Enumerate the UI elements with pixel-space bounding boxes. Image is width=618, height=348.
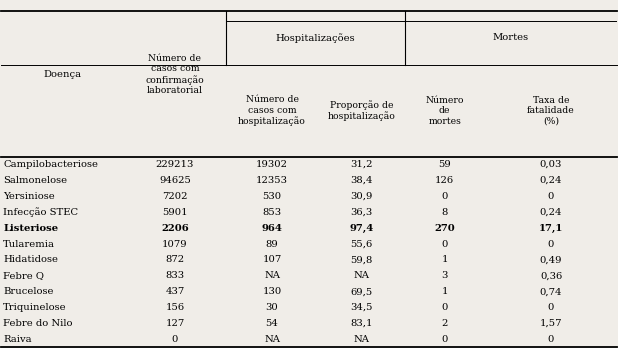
Text: 964: 964 bbox=[261, 224, 282, 233]
Text: 0: 0 bbox=[441, 303, 448, 312]
Text: 69,5: 69,5 bbox=[350, 287, 373, 296]
Text: 270: 270 bbox=[434, 224, 455, 233]
Text: 0,74: 0,74 bbox=[540, 287, 562, 296]
Text: 17,1: 17,1 bbox=[539, 224, 563, 233]
Text: 0: 0 bbox=[548, 239, 554, 248]
Text: 437: 437 bbox=[165, 287, 185, 296]
Text: 1079: 1079 bbox=[162, 239, 188, 248]
Text: 1: 1 bbox=[441, 287, 448, 296]
Text: Taxa de
fatalidade
(%): Taxa de fatalidade (%) bbox=[527, 96, 575, 126]
Text: Infecção STEC: Infecção STEC bbox=[3, 207, 78, 217]
Text: Campilobacteriose: Campilobacteriose bbox=[3, 160, 98, 169]
Text: Febre do Nilo: Febre do Nilo bbox=[3, 319, 73, 328]
Text: 0: 0 bbox=[548, 303, 554, 312]
Text: 7202: 7202 bbox=[162, 192, 188, 201]
Text: 59,8: 59,8 bbox=[350, 255, 373, 264]
Text: Yersiniose: Yersiniose bbox=[3, 192, 55, 201]
Text: 0,36: 0,36 bbox=[540, 271, 562, 280]
Text: NA: NA bbox=[353, 335, 370, 344]
Text: 107: 107 bbox=[263, 255, 282, 264]
Text: 55,6: 55,6 bbox=[350, 239, 373, 248]
Text: 1,57: 1,57 bbox=[540, 319, 562, 328]
Text: 30,9: 30,9 bbox=[350, 192, 373, 201]
Text: Doença: Doença bbox=[43, 70, 82, 79]
Text: 1: 1 bbox=[441, 255, 448, 264]
Text: 97,4: 97,4 bbox=[349, 224, 373, 233]
Text: 34,5: 34,5 bbox=[350, 303, 373, 312]
Text: Listeriose: Listeriose bbox=[3, 224, 58, 233]
Text: 0,03: 0,03 bbox=[540, 160, 562, 169]
Text: 127: 127 bbox=[165, 319, 185, 328]
Text: Hospitalizações: Hospitalizações bbox=[276, 33, 355, 43]
Text: 0,49: 0,49 bbox=[540, 255, 562, 264]
Text: 30: 30 bbox=[266, 303, 278, 312]
Text: Raiva: Raiva bbox=[3, 335, 32, 344]
Text: 12353: 12353 bbox=[256, 176, 288, 185]
Text: 94625: 94625 bbox=[159, 176, 191, 185]
Text: Número de
casos com
confirmação
laboratorial: Número de casos com confirmação laborato… bbox=[145, 54, 205, 95]
Text: 853: 853 bbox=[263, 208, 282, 217]
Text: 530: 530 bbox=[263, 192, 282, 201]
Text: 5901: 5901 bbox=[162, 208, 188, 217]
Text: Brucelose: Brucelose bbox=[3, 287, 54, 296]
Text: 19302: 19302 bbox=[256, 160, 288, 169]
Text: Salmonelose: Salmonelose bbox=[3, 176, 67, 185]
Text: 31,2: 31,2 bbox=[350, 160, 373, 169]
Text: 0: 0 bbox=[441, 192, 448, 201]
Text: 8: 8 bbox=[441, 208, 448, 217]
Text: 229213: 229213 bbox=[156, 160, 194, 169]
Text: 0,24: 0,24 bbox=[540, 176, 562, 185]
Text: Hidatidose: Hidatidose bbox=[3, 255, 58, 264]
Text: 0: 0 bbox=[441, 335, 448, 344]
Text: Número de
casos com
hospitalização: Número de casos com hospitalização bbox=[238, 95, 306, 126]
Text: 0,24: 0,24 bbox=[540, 208, 562, 217]
Text: 130: 130 bbox=[263, 287, 282, 296]
Text: 156: 156 bbox=[166, 303, 184, 312]
Text: NA: NA bbox=[353, 271, 370, 280]
Text: 2: 2 bbox=[441, 319, 448, 328]
Text: Número
de
mortes: Número de mortes bbox=[425, 96, 464, 126]
Text: 83,1: 83,1 bbox=[350, 319, 373, 328]
Text: 0: 0 bbox=[441, 239, 448, 248]
Text: 126: 126 bbox=[435, 176, 454, 185]
Text: 833: 833 bbox=[166, 271, 184, 280]
Text: 36,3: 36,3 bbox=[350, 208, 373, 217]
Text: 2206: 2206 bbox=[161, 224, 188, 233]
Text: 0: 0 bbox=[548, 335, 554, 344]
Text: NA: NA bbox=[264, 271, 280, 280]
Text: Mortes: Mortes bbox=[493, 33, 529, 42]
Text: 872: 872 bbox=[166, 255, 184, 264]
Text: 38,4: 38,4 bbox=[350, 176, 373, 185]
Text: Tularemia: Tularemia bbox=[3, 239, 55, 248]
Text: 0: 0 bbox=[548, 192, 554, 201]
Text: NA: NA bbox=[264, 335, 280, 344]
Text: Triquinelose: Triquinelose bbox=[3, 303, 67, 312]
Text: Proporção de
hospitalização: Proporção de hospitalização bbox=[328, 100, 396, 121]
Text: 0: 0 bbox=[172, 335, 178, 344]
Text: 89: 89 bbox=[266, 239, 278, 248]
Text: 3: 3 bbox=[441, 271, 448, 280]
Text: 59: 59 bbox=[438, 160, 451, 169]
Text: 54: 54 bbox=[266, 319, 279, 328]
Text: Febre Q: Febre Q bbox=[3, 271, 44, 280]
